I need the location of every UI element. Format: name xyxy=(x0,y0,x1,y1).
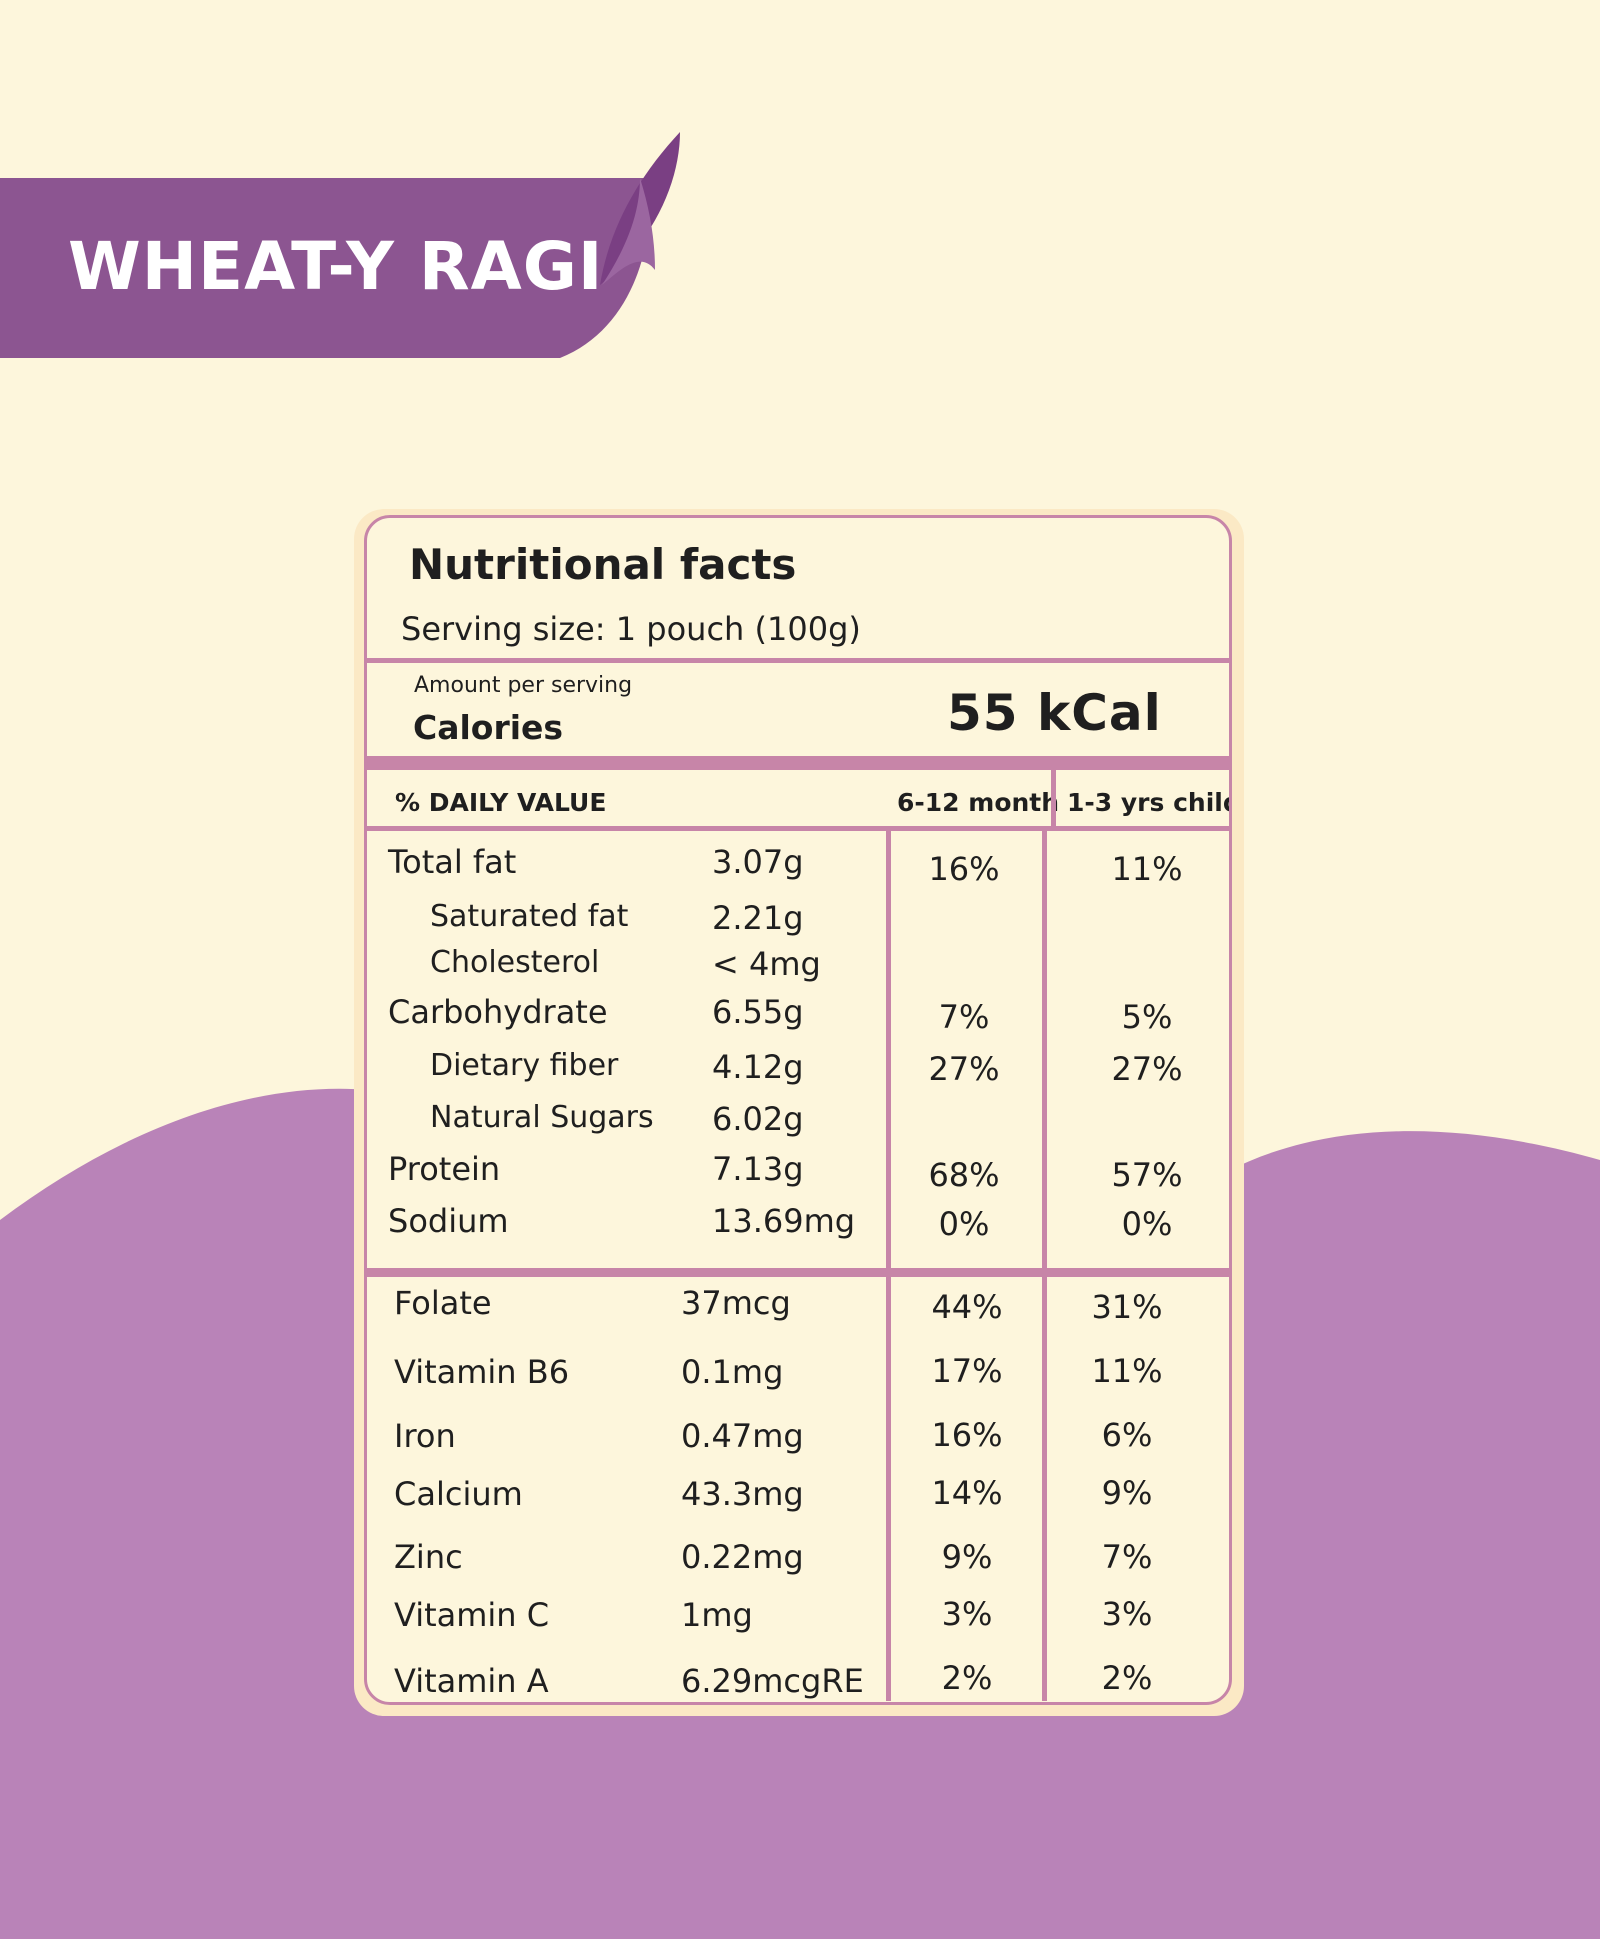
pct-child: 27% xyxy=(1111,1050,1183,1088)
col-header-6-12-month: 6-12 month xyxy=(897,788,1060,817)
nutrition-facts-panel: Nutritional facts Serving size: 1 pouch … xyxy=(364,515,1232,1705)
nutrient-amount: < 4mg xyxy=(712,945,821,983)
thick-divider xyxy=(367,756,1229,770)
pct-infant: 3% xyxy=(941,1595,993,1633)
nutrient-name: Sodium xyxy=(388,1202,509,1240)
column-divider xyxy=(1042,831,1047,1701)
calories-value: 55 kCal xyxy=(947,684,1162,742)
daily-value-header: % DAILY VALUE xyxy=(395,788,607,817)
nutrient-name: Vitamin A xyxy=(394,1662,549,1700)
serving-size: Serving size: 1 pouch (100g) xyxy=(401,610,861,648)
pct-child: 11% xyxy=(1111,850,1183,888)
nutrient-name: Dietary fiber xyxy=(430,1048,619,1083)
nutrient-name: Vitamin C xyxy=(394,1596,550,1634)
nutrient-amount: 43.3mg xyxy=(681,1475,804,1513)
nutrient-name: Iron xyxy=(394,1417,456,1455)
nutrient-amount: 2.21g xyxy=(712,899,804,937)
nutrient-amount: 4.12g xyxy=(712,1048,804,1086)
column-divider xyxy=(1051,770,1056,826)
col-header-1-3-yrs: 1-3 yrs child xyxy=(1067,788,1232,817)
pct-infant: 68% xyxy=(928,1156,1000,1194)
nutrient-name: Carbohydrate xyxy=(388,993,608,1031)
nutrient-amount: 0.47mg xyxy=(681,1417,804,1455)
nutrient-name: Calcium xyxy=(394,1475,523,1513)
nutrient-amount: 7.13g xyxy=(712,1150,804,1188)
pct-infant: 44% xyxy=(931,1288,1003,1326)
pct-child: 57% xyxy=(1111,1156,1183,1194)
nutrient-name: Saturated fat xyxy=(430,899,629,934)
nutrient-amount: 37mcg xyxy=(681,1284,791,1322)
column-divider xyxy=(886,831,891,1701)
nutrient-amount: 6.29mcgRE xyxy=(681,1662,864,1700)
amount-per-serving: Amount per serving xyxy=(414,673,633,698)
pct-child: 6% xyxy=(1101,1416,1153,1454)
label-title: Nutritional facts xyxy=(409,540,797,589)
calories-label: Calories xyxy=(413,708,564,747)
nutrient-amount: 3.07g xyxy=(712,843,804,881)
pct-child: 5% xyxy=(1121,998,1173,1036)
pct-child: 3% xyxy=(1101,1595,1153,1633)
nutrient-amount: 6.02g xyxy=(712,1100,804,1138)
pct-child: 31% xyxy=(1091,1288,1163,1326)
pct-infant: 9% xyxy=(941,1538,993,1576)
pct-infant: 27% xyxy=(928,1050,1000,1088)
divider xyxy=(367,826,1229,831)
title-ribbon xyxy=(0,132,680,358)
nutrient-name: Cholesterol xyxy=(430,945,600,980)
nutrition-facts-card: Nutritional facts Serving size: 1 pouch … xyxy=(354,509,1244,1716)
nutrient-amount: 0.22mg xyxy=(681,1538,804,1576)
pct-infant: 7% xyxy=(938,998,990,1036)
pct-child: 11% xyxy=(1091,1352,1163,1390)
nutrient-name: Vitamin B6 xyxy=(394,1353,570,1391)
divider xyxy=(367,658,1229,663)
pct-child: 9% xyxy=(1101,1474,1153,1512)
pct-infant: 2% xyxy=(941,1659,993,1697)
pct-infant: 0% xyxy=(938,1205,990,1243)
pct-child: 0% xyxy=(1121,1205,1173,1243)
section-divider xyxy=(367,1268,1229,1277)
pct-child: 7% xyxy=(1101,1538,1153,1576)
nutrient-name: Folate xyxy=(394,1284,492,1322)
nutrient-amount: 0.1mg xyxy=(681,1353,784,1391)
product-title: WHEAT-Y RAGI xyxy=(68,228,604,305)
nutrient-name: Protein xyxy=(388,1150,501,1188)
pct-infant: 16% xyxy=(931,1416,1003,1454)
nutrient-name: Natural Sugars xyxy=(430,1100,654,1135)
nutrient-name: Total fat xyxy=(388,843,517,881)
nutrient-amount: 6.55g xyxy=(712,993,804,1031)
pct-child: 2% xyxy=(1101,1659,1153,1697)
nutrient-amount: 13.69mg xyxy=(712,1202,856,1240)
nutrient-name: Zinc xyxy=(394,1538,463,1576)
pct-infant: 14% xyxy=(931,1474,1003,1512)
nutrient-amount: 1mg xyxy=(681,1596,753,1634)
pct-infant: 17% xyxy=(931,1352,1003,1390)
pct-infant: 16% xyxy=(928,850,1000,888)
